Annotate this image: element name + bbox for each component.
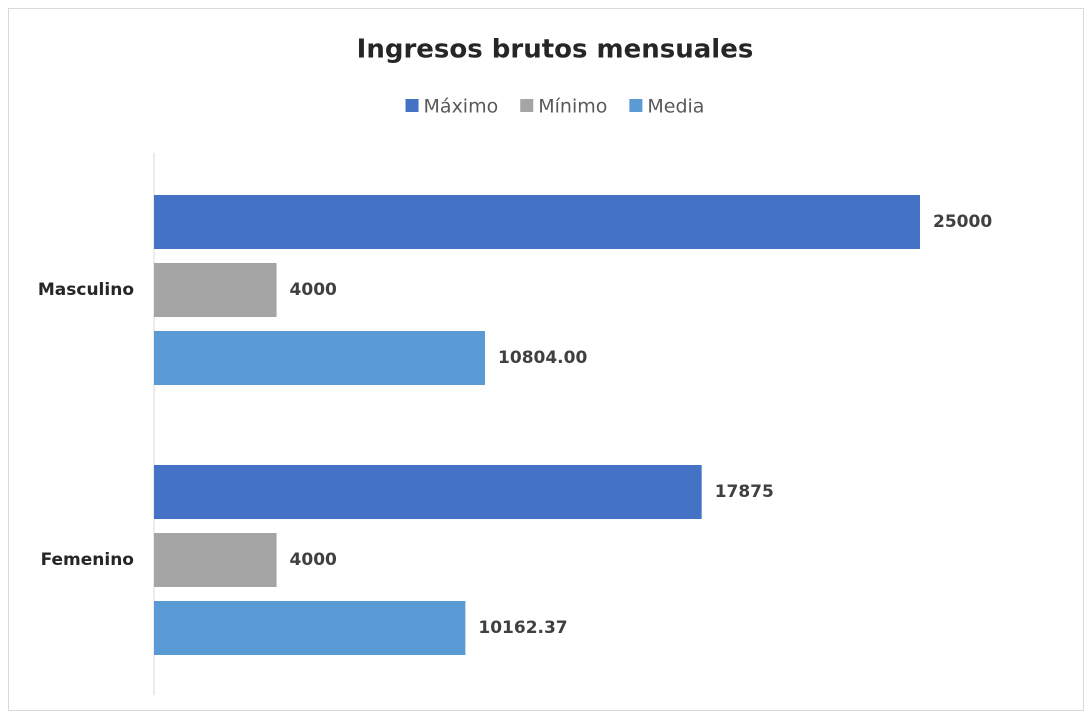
bar [154, 533, 277, 587]
data-label: 10162.37 [478, 618, 567, 638]
chart-title: Ingresos brutos mensuales [357, 35, 754, 65]
legend-swatch [629, 99, 643, 112]
data-label: 4000 [290, 280, 337, 300]
bar [154, 331, 486, 385]
bar [154, 601, 466, 655]
data-label: 25000 [933, 212, 992, 232]
legend-label: Máximo [424, 96, 499, 118]
legend-swatch [405, 99, 419, 112]
legend-swatch [520, 99, 534, 112]
category-label: Masculino [38, 280, 134, 300]
data-label: 10804.00 [498, 348, 587, 368]
bar [154, 263, 277, 317]
legend-label: Mínimo [538, 96, 607, 118]
legend-label: Media [647, 96, 704, 118]
bar [154, 195, 920, 249]
bar [154, 465, 702, 519]
category-label: Femenino [41, 550, 134, 570]
data-label: 17875 [715, 482, 774, 502]
data-label: 4000 [290, 550, 337, 570]
